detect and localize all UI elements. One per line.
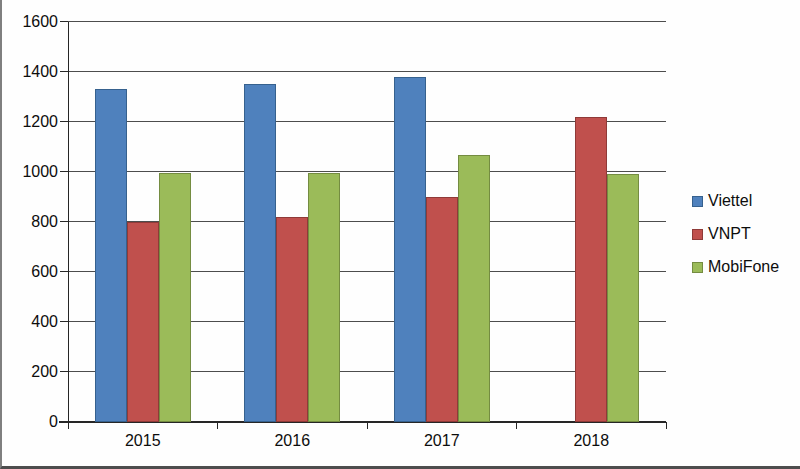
legend-swatch-mobifone <box>692 262 703 273</box>
y-tick-label: 1000 <box>6 162 58 181</box>
y-tick-label: 600 <box>6 262 58 281</box>
bar-vnpt-2018 <box>575 117 607 422</box>
legend-item-mobifone: MobiFone <box>692 259 779 275</box>
x-tick-label: 2016 <box>247 431 337 450</box>
bar-viettel-2017 <box>394 77 426 422</box>
bar-vnpt-2017 <box>426 197 458 422</box>
y-tick-label: 200 <box>6 362 58 381</box>
bar-vnpt-2016 <box>276 217 308 422</box>
x-axis-tick <box>68 422 69 429</box>
gridline <box>68 21 666 22</box>
bar-mobifone-2015 <box>159 173 191 422</box>
x-axis-tick <box>217 422 218 429</box>
legend-label-viettel: Viettel <box>708 192 752 210</box>
bar-mobifone-2017 <box>458 155 490 421</box>
legend-item-vnpt: VNPT <box>692 226 779 242</box>
legend: Viettel VNPT MobiFone <box>692 193 779 292</box>
x-axis-tick <box>516 422 517 429</box>
x-axis-tick <box>666 422 667 429</box>
bar-viettel-2016 <box>244 84 276 422</box>
x-tick-label: 2018 <box>546 431 636 450</box>
legend-swatch-viettel <box>692 196 703 207</box>
y-tick-label: 1600 <box>6 12 58 31</box>
legend-label-mobifone: MobiFone <box>708 258 779 276</box>
legend-label-vnpt: VNPT <box>708 225 751 243</box>
y-axis <box>68 22 69 422</box>
y-tick-label: 1400 <box>6 62 58 81</box>
bar-viettel-2015 <box>95 89 127 422</box>
legend-swatch-vnpt <box>692 229 703 240</box>
bar-chart: Viettel VNPT MobiFone 0 200 400 600 800 1000 1… <box>0 0 800 469</box>
legend-item-viettel: Viettel <box>692 193 779 209</box>
gridline <box>68 71 666 72</box>
x-tick-label: 2017 <box>397 431 487 450</box>
y-tick-label: 0 <box>6 412 58 431</box>
y-tick-label: 400 <box>6 312 58 331</box>
x-tick-label: 2015 <box>98 431 188 450</box>
y-tick-label: 800 <box>6 212 58 231</box>
bar-vnpt-2015 <box>127 222 159 422</box>
bar-mobifone-2018 <box>607 174 639 422</box>
x-axis-tick <box>367 422 368 429</box>
bar-mobifone-2016 <box>308 173 340 422</box>
y-tick-label: 1200 <box>6 112 58 131</box>
